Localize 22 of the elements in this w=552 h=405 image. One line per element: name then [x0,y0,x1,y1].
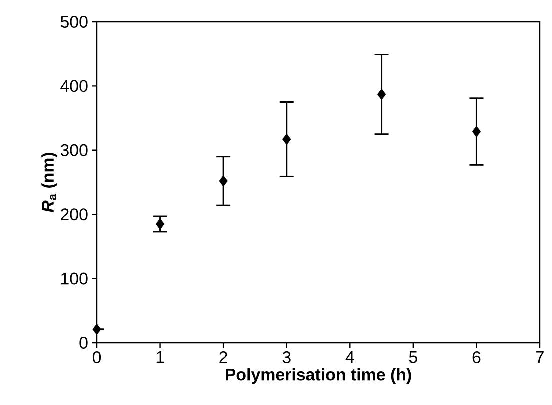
point [472,126,482,138]
x-tick-label: 1 [156,352,164,364]
x-tick-label: 3 [282,352,291,364]
point [377,88,386,100]
x-axis-title: Polymerisation time (h) [226,368,412,384]
y-tick-label: 0 [80,337,88,349]
y-tick-label: 200 [61,208,88,221]
x-tick-label: 2 [220,352,228,364]
point [282,134,292,146]
point [92,324,102,336]
y-tick-label: 300 [60,144,88,156]
y-tick-label: 400 [60,80,88,92]
x-tick-label: 0 [92,352,102,364]
y-axis-title: R$_{a}$ (nm) [42,152,58,213]
point [156,218,165,230]
y-tick-label: 100 [62,272,88,285]
x-tick-label: 4 [346,352,354,364]
point [219,176,228,187]
x-tick-label: 5 [409,352,418,364]
y-tick-label: 500 [60,16,88,28]
x-tick-label: 6 [472,352,481,364]
x-tick-label: 7 [536,352,544,364]
